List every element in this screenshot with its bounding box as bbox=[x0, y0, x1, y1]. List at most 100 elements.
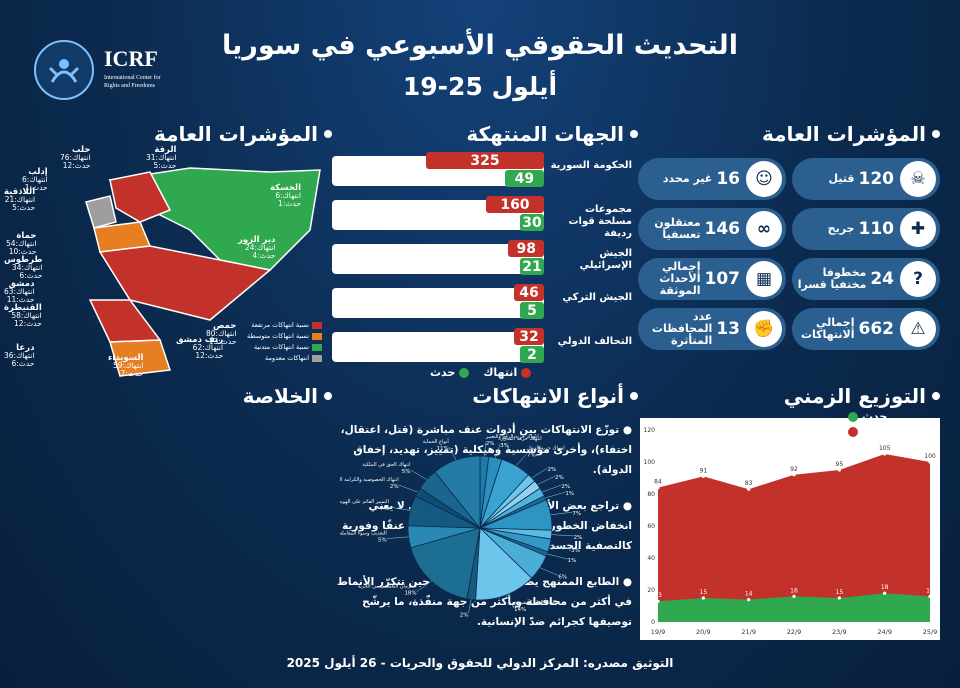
indicator-label: قتيل bbox=[828, 172, 855, 185]
violations-bar: 98 bbox=[508, 240, 544, 257]
pie-slice-value: 7% bbox=[572, 511, 581, 517]
pie-slice bbox=[475, 527, 533, 601]
pie-slice-value: 2% bbox=[547, 467, 556, 473]
data-label: 16 bbox=[926, 587, 934, 594]
bullet-icon bbox=[932, 392, 940, 400]
governorate-label: دمشق انتهاك:63 حدث:11 bbox=[4, 280, 34, 304]
pie-slice-label: الحرمان التعسفي من الحرية bbox=[358, 584, 417, 590]
x-tick-label: 20/9 bbox=[696, 628, 711, 636]
map-region-damascus bbox=[88, 299, 162, 343]
legend-swatch-icon bbox=[312, 333, 322, 340]
map-legend-label: نسبة انتهاكات متوسطة bbox=[247, 332, 309, 340]
map-legend: نسبة انتهاكات مرتفعة نسبة انتهاكات متوسطة… bbox=[236, 320, 322, 364]
y-tick-label: 0 bbox=[651, 619, 655, 626]
logo-name: ICRF bbox=[104, 46, 158, 71]
governorate-label: القنيطرة انتهاك:58 حدث:12 bbox=[4, 304, 42, 328]
indicator-label: مخطوفا مختفيا قسرا bbox=[797, 266, 867, 291]
section-types: أنواع الانتهاكات bbox=[472, 384, 638, 408]
data-point bbox=[656, 599, 660, 603]
y-tick-label: 120 bbox=[644, 427, 656, 434]
y-tick-label: 100 bbox=[644, 459, 656, 466]
governorate-events: حدث:11 bbox=[6, 295, 35, 304]
governorate-label: درعا انتهاك:36 حدث:6 bbox=[4, 344, 34, 368]
medical-cross-icon: ✚ bbox=[900, 211, 936, 247]
conclusion-text: الطابع الممنهج يظل حاضرًا، خصوصًا حين تت… bbox=[336, 576, 632, 628]
governorate-violations: انتهاك:58 bbox=[11, 311, 42, 320]
governorate-label: الحسكة انتهاك:6 حدث:1 bbox=[270, 184, 301, 208]
events-bar: 30 bbox=[520, 214, 544, 231]
map-region-south bbox=[109, 339, 172, 377]
timeline-legend-violation: انتهاك bbox=[848, 425, 896, 438]
data-point bbox=[837, 596, 841, 600]
pie-leader-line bbox=[386, 536, 409, 539]
governorate-label: اللاذقية انتهاك:21 حدث:5 bbox=[4, 188, 35, 212]
governorate-events: حدث:12 bbox=[195, 351, 224, 360]
data-label: 105 bbox=[879, 445, 891, 452]
pie-slice-value: 18% bbox=[404, 591, 416, 597]
x-tick-label: 22/9 bbox=[787, 628, 802, 636]
governorate-events: حدث:1 bbox=[278, 199, 301, 208]
governorate-label: ريف دمشق انتهاك:62 حدث:12 bbox=[176, 336, 223, 360]
section-map: المؤشرات العامة bbox=[154, 122, 332, 146]
bullet-icon bbox=[324, 392, 332, 400]
perpetrator-name: التحالف الدولي bbox=[557, 336, 632, 347]
perpetrators-legend: انتهاك حدث bbox=[430, 366, 532, 379]
logo-subtitle: International Center for Rights and Free… bbox=[104, 75, 161, 89]
governorate-violations: انتهاك:21 bbox=[4, 195, 36, 204]
x-tick-label: 25/9 bbox=[923, 628, 938, 636]
pie-leader-line bbox=[549, 545, 572, 550]
governorate-violations: انتهاك:54 bbox=[6, 239, 37, 248]
pie-slice-label: انتهاك حرمة المنازل bbox=[500, 436, 542, 442]
pie-leader-line bbox=[416, 581, 432, 592]
governorate-events: حدث:4 bbox=[252, 251, 276, 260]
governorate-events: حدث:10 bbox=[8, 247, 37, 256]
governorate-label: الرقة انتهاك:31 حدث:5 bbox=[146, 146, 176, 170]
governorate-name: السويداء bbox=[108, 353, 144, 363]
indicator-card: ✊ 13 عدد المحافظات المتأثرة bbox=[638, 308, 786, 350]
pie-slice-value: 14% bbox=[514, 607, 526, 613]
pie-leader-line bbox=[547, 553, 568, 560]
pie-slice-value: 5% bbox=[378, 538, 387, 544]
governorate-events: حدث:5 bbox=[153, 161, 177, 170]
map-legend-item: نسبة انتهاكات متوسطة bbox=[236, 331, 322, 342]
perpetrator-row: 46 5 الجيش التركي bbox=[332, 280, 632, 319]
governorate-events: حدث:6 bbox=[11, 359, 35, 368]
pie-leader-line bbox=[410, 469, 427, 480]
pie-slice-value: 3% bbox=[571, 548, 580, 554]
governorate-label: حماة انتهاك:54 حدث:10 bbox=[6, 232, 36, 256]
indicator-value: 13 bbox=[716, 319, 740, 339]
pie-slice-label: أنواع الحماية bbox=[423, 438, 450, 445]
pie-leader-line bbox=[531, 467, 548, 479]
logo-emblem bbox=[34, 40, 94, 100]
governorate-violations: انتهاك:6 bbox=[275, 191, 301, 200]
pie-leader-line bbox=[505, 595, 515, 609]
conclusion-text: توزّع الانتهاكات بين أدوات عنف مباشرة (ق… bbox=[340, 424, 632, 476]
pie-leader-line bbox=[388, 506, 411, 511]
events-area bbox=[658, 593, 930, 622]
pie-slice-label: انتهاك حرية التنقل bbox=[527, 446, 565, 452]
pie-slice-value: 2% bbox=[460, 612, 469, 618]
governorate-events: حدث:1 bbox=[24, 183, 48, 192]
governorate-name: اللاذقية bbox=[4, 187, 36, 197]
pie-slice-value: 2% bbox=[574, 535, 583, 541]
events-bar: 21 bbox=[520, 258, 544, 275]
data-point bbox=[837, 468, 841, 472]
indicator-card: ▦ 107 إجمالي الأحداث الموثقة bbox=[638, 258, 786, 300]
pie-slice-value: 2% bbox=[561, 484, 570, 490]
governorate-events: حدث:12 bbox=[14, 319, 42, 328]
map-legend-label: نسبة انتهاكات متدنية bbox=[253, 343, 309, 351]
group-icon: ☺ bbox=[746, 161, 782, 197]
governorate-name: دير الزور bbox=[238, 235, 276, 245]
indicator-value: 16 bbox=[716, 169, 740, 189]
data-point bbox=[747, 487, 751, 491]
pie-leader-line bbox=[398, 484, 418, 493]
bullet-icon bbox=[932, 130, 940, 138]
footer-source: التوثيق مصدره: المركز الدولي للحقوق والح… bbox=[286, 656, 674, 670]
data-point bbox=[747, 598, 751, 602]
pie-leader-line bbox=[545, 491, 566, 499]
pie-leader-line bbox=[515, 453, 528, 466]
perpetrator-bar-track bbox=[332, 332, 544, 362]
legend-event: حدث bbox=[430, 366, 470, 379]
indicator-card: ? 24 مخطوفا مختفيا قسرا bbox=[792, 258, 940, 300]
governorate-label: دير الزور انتهاك:24 حدث:4 bbox=[238, 236, 275, 260]
